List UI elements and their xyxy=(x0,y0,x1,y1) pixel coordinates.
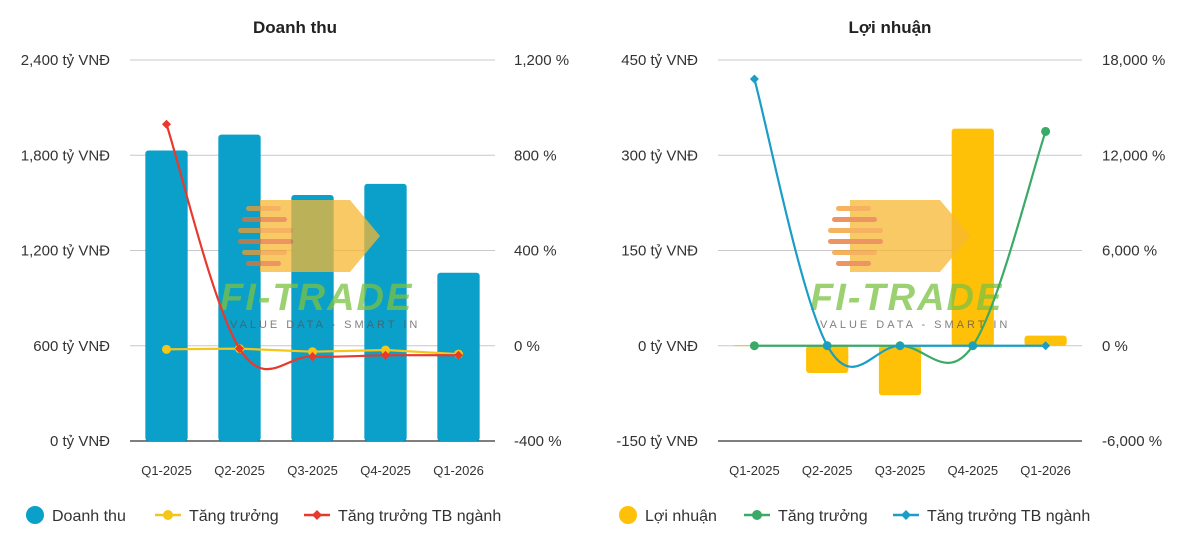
revenue-chart-bar-q1-2025 xyxy=(145,150,188,442)
revenue-chart-bar-q4-2025 xyxy=(364,183,407,441)
revenue-chart-title: Doanh thu xyxy=(253,18,337,37)
profit-chart-legend-marker xyxy=(901,510,911,520)
revenue-chart-left-tick-label: 2,400 tỷ VNĐ xyxy=(21,52,110,69)
profit-chart-right-tick-label: 12,000 % xyxy=(1102,147,1165,164)
profit-chart-category-label: Q4-2025 xyxy=(948,463,999,478)
profit-chart-point xyxy=(1041,341,1051,351)
profit-chart-point xyxy=(968,341,978,351)
revenue-chart-watermark-stripe xyxy=(246,261,281,266)
profit-chart-title: Lợi nhuận xyxy=(849,18,932,37)
profit-chart: Lợi nhuận -150 tỷ VNĐ 0 tỷ VNĐ 150 tỷ VNĐ 30… xyxy=(616,18,1165,525)
revenue-chart-point xyxy=(381,345,390,355)
profit-chart-watermark-stripe xyxy=(832,217,877,222)
revenue-chart-category-label: Q1-2026 xyxy=(433,463,484,478)
profit-chart-bar-q4-2025 xyxy=(951,128,994,346)
revenue-chart-legend-label: Tăng trưởng TB ngành xyxy=(338,508,501,525)
profit-chart-category-label: Q1-2025 xyxy=(729,463,780,478)
profit-chart-legend-marker xyxy=(619,506,637,524)
profit-chart-category-label: Q3-2025 xyxy=(875,463,926,478)
revenue-chart: Doanh thu 0 tỷ VNĐ 600 tỷ VNĐ 1,200 tỷ VNĐ 1… xyxy=(21,18,569,525)
revenue-chart-point xyxy=(308,347,317,357)
profit-chart-watermark-tagline: VALUE DATA - SMART IN xyxy=(820,319,1010,331)
profit-chart-left-tick-label: -150 tỷ VNĐ xyxy=(616,433,698,450)
revenue-chart-point xyxy=(454,350,463,360)
revenue-chart-legend-label: Doanh thu xyxy=(52,508,126,525)
profit-chart-bar-q2-2025 xyxy=(806,345,849,374)
revenue-chart-point xyxy=(162,344,171,354)
profit-chart-line-industry-growth xyxy=(753,78,1046,368)
profit-chart-legend-label: Tăng trưởng xyxy=(778,508,868,525)
profit-chart-category-label: Q2-2025 xyxy=(802,463,853,478)
profit-chart-point xyxy=(749,74,759,84)
profit-chart-right-tick-label: -6,000 % xyxy=(1102,433,1162,450)
profit-chart-point xyxy=(895,341,905,351)
profit-chart-left-tick-label: 300 tỷ VNĐ xyxy=(621,147,698,164)
profit-chart-point xyxy=(749,341,759,351)
profit-chart-watermark-stripe xyxy=(828,239,883,244)
profit-chart-left-tick-label: 450 tỷ VNĐ xyxy=(621,52,698,69)
revenue-chart-right-tick-label: -400 % xyxy=(514,433,562,450)
profit-chart-legend-item: Lợi nhuận xyxy=(619,506,717,525)
revenue-chart-watermark-brand: FI-TRADE xyxy=(220,277,413,319)
revenue-chart-right-tick-label: 800 % xyxy=(514,147,557,164)
revenue-chart-left-tick-label: 1,200 tỷ VNĐ xyxy=(21,243,110,260)
revenue-chart-legend-marker xyxy=(163,510,173,520)
revenue-chart-category-label: Q1-2025 xyxy=(141,463,192,478)
profit-chart-left-tick-label: 150 tỷ VNĐ xyxy=(621,243,698,260)
revenue-chart-watermark-stripe xyxy=(242,217,287,222)
profit-chart-line-growth xyxy=(754,131,1047,364)
revenue-chart-line-industry-growth xyxy=(165,123,459,371)
profit-chart-category-label: Q1-2026 xyxy=(1020,463,1071,478)
profit-chart-bar-q1-2026 xyxy=(1024,335,1067,346)
revenue-chart-left-tick-label: 0 tỷ VNĐ xyxy=(50,433,110,450)
revenue-chart-watermark-arrow xyxy=(260,200,380,272)
revenue-chart-watermark-stripe xyxy=(238,228,293,233)
revenue-chart-point xyxy=(308,351,317,361)
revenue-chart-legend-label: Tăng trưởng xyxy=(189,508,279,525)
profit-chart-watermark-stripe xyxy=(828,228,883,233)
profit-chart-watermark-arrow xyxy=(850,200,970,272)
profit-chart-point xyxy=(822,340,832,350)
profit-chart-legend-label: Lợi nhuận xyxy=(645,508,717,525)
revenue-chart-watermark-tagline: VALUE DATA - SMART IN xyxy=(230,319,420,331)
profit-chart-left-tick-label: 0 tỷ VNĐ xyxy=(638,338,698,355)
profit-chart-point xyxy=(1041,126,1051,136)
profit-chart-legend-label: Tăng trưởng TB ngành xyxy=(927,508,1090,525)
revenue-chart-point xyxy=(235,344,244,354)
revenue-chart-legend-marker xyxy=(26,506,44,524)
revenue-chart-right-tick-label: 400 % xyxy=(514,243,557,260)
profit-chart-legend-item: Tăng trưởng TB ngành xyxy=(893,508,1090,525)
revenue-chart-category-label: Q3-2025 xyxy=(287,463,338,478)
profit-chart-legend-marker xyxy=(752,510,762,520)
revenue-chart-bar-q2-2025 xyxy=(218,134,261,442)
revenue-chart-watermark-stripe xyxy=(242,250,287,255)
revenue-chart-point xyxy=(381,350,390,360)
profit-chart-watermark-stripe xyxy=(836,206,871,211)
profit-chart-bar-q3-2025 xyxy=(878,345,922,396)
profit-chart-watermark-stripe xyxy=(836,261,871,266)
profit-chart-watermark-brand: FI-TRADE xyxy=(810,277,1003,319)
revenue-chart-left-tick-label: 600 tỷ VNĐ xyxy=(33,338,110,355)
revenue-chart-legend-item: Doanh thu xyxy=(26,506,126,525)
revenue-chart-legend-marker xyxy=(312,510,322,520)
revenue-chart-point xyxy=(162,119,171,129)
revenue-chart-category-label: Q2-2025 xyxy=(214,463,265,478)
revenue-chart-legend-item: Tăng trưởng TB ngành xyxy=(304,508,501,525)
revenue-chart-category-label: Q4-2025 xyxy=(360,463,411,478)
revenue-chart-watermark-stripe xyxy=(238,239,293,244)
revenue-chart-right-tick-label: 1,200 % xyxy=(514,52,569,69)
revenue-chart-watermark-stripe xyxy=(246,206,281,211)
profit-chart-right-tick-label: 18,000 % xyxy=(1102,52,1165,69)
profit-chart-watermark-stripe xyxy=(832,250,877,255)
profit-chart-legend-item: Tăng trưởng xyxy=(744,508,868,525)
profit-chart-right-tick-label: 6,000 % xyxy=(1102,243,1157,260)
revenue-chart-legend-item: Tăng trưởng xyxy=(155,508,279,525)
profit-chart-right-tick-label: 0 % xyxy=(1102,338,1128,355)
revenue-chart-right-tick-label: 0 % xyxy=(514,338,540,355)
revenue-chart-left-tick-label: 1,800 tỷ VNĐ xyxy=(21,147,110,164)
